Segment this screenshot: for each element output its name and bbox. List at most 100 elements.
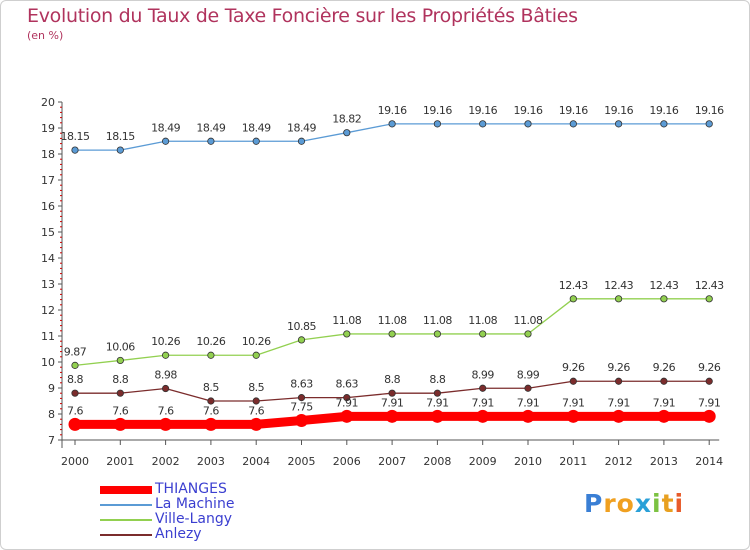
data-point-thianges [566, 409, 580, 423]
data-label-anlezy: 9.26 [562, 361, 585, 374]
data-label-la-machine: 18.15 [106, 130, 135, 143]
x-tick-label: 2013 [650, 455, 678, 468]
data-point-ville-langy [162, 351, 170, 359]
y-tick-label: 11 [41, 330, 55, 343]
data-point-thianges [68, 417, 82, 431]
data-point-thianges [521, 409, 535, 423]
data-label-ville-langy: 12.43 [649, 279, 678, 292]
data-label-anlezy: 8.99 [517, 368, 540, 381]
y-tick-label: 12 [41, 304, 55, 317]
data-point-la-machine [660, 120, 668, 128]
data-label-thianges: 7.91 [607, 396, 630, 409]
logo-letter: t [661, 489, 675, 518]
data-label-thianges: 7.6 [158, 404, 174, 417]
data-label-ville-langy: 10.06 [106, 340, 135, 353]
data-point-thianges [295, 414, 308, 427]
data-label-la-machine: 19.16 [423, 104, 452, 117]
data-point-la-machine [569, 120, 577, 128]
legend-label: THIANGES [155, 481, 227, 497]
logo-letter: i [674, 489, 685, 518]
chart-title: Evolution du Taux de Taxe Foncière sur l… [27, 5, 578, 27]
data-point-ville-langy [252, 351, 260, 359]
data-point-la-machine [297, 137, 306, 145]
legend-swatch [100, 519, 152, 521]
data-point-anlezy [71, 389, 79, 397]
data-label-la-machine: 19.16 [468, 104, 497, 117]
data-label-thianges: 7.75 [290, 401, 313, 414]
data-point-thianges [340, 409, 354, 423]
x-tick-label: 2005 [288, 455, 316, 468]
data-point-thianges [476, 409, 490, 423]
data-label-ville-langy: 11.08 [423, 314, 452, 327]
data-label-la-machine: 18.82 [332, 113, 361, 126]
data-point-anlezy [705, 377, 713, 385]
data-label-la-machine: 18.49 [287, 121, 316, 134]
data-label-anlezy: 8.5 [248, 381, 264, 394]
data-label-la-machine: 18.15 [61, 130, 90, 143]
y-tick-label: 14 [41, 252, 55, 265]
y-tick-label: 13 [41, 278, 55, 291]
data-point-thianges [159, 417, 173, 431]
x-tick-label: 2001 [106, 455, 134, 468]
data-label-anlezy: 8.8 [429, 373, 445, 386]
x-tick-label: 2009 [469, 455, 497, 468]
data-point-ville-langy [524, 330, 532, 338]
legend-label: Ville-Langy [155, 511, 233, 527]
data-label-anlezy: 8.8 [384, 373, 400, 386]
data-label-la-machine: 19.16 [514, 104, 543, 117]
data-label-ville-langy: 12.43 [695, 279, 724, 292]
data-label-ville-langy: 10.26 [196, 335, 225, 348]
data-point-la-machine [705, 120, 713, 128]
data-point-ville-langy [207, 351, 215, 359]
data-point-ville-langy [433, 330, 441, 338]
data-point-anlezy [433, 389, 441, 397]
data-point-thianges [657, 409, 671, 423]
data-label-la-machine: 19.16 [649, 104, 678, 117]
data-label-la-machine: 19.16 [378, 104, 407, 117]
data-label-thianges: 7.91 [381, 396, 404, 409]
data-point-ville-langy [71, 361, 79, 369]
data-label-ville-langy: 11.08 [514, 314, 543, 327]
y-tick-label: 7 [48, 434, 55, 447]
data-label-ville-langy: 9.87 [64, 345, 87, 358]
data-label-anlezy: 8.98 [154, 369, 177, 382]
data-point-la-machine [343, 129, 351, 137]
logo-letter: i [652, 489, 662, 518]
data-label-la-machine: 18.49 [196, 121, 225, 134]
data-label-anlezy: 8.63 [290, 378, 313, 391]
data-label-ville-langy: 11.08 [468, 314, 497, 327]
data-label-la-machine: 18.49 [151, 121, 180, 134]
data-point-anlezy [479, 384, 487, 392]
logo-letter: r [603, 489, 617, 518]
data-label-la-machine: 19.16 [695, 104, 724, 117]
data-point-anlezy [207, 397, 215, 405]
data-label-thianges: 7.91 [426, 396, 449, 409]
data-point-anlezy [660, 377, 668, 385]
y-tick-label: 16 [41, 200, 55, 213]
data-point-ville-langy [614, 295, 623, 303]
proxiti-logo: Proxiti [584, 489, 684, 518]
legend-label: Anlezy [155, 526, 202, 542]
data-label-anlezy: 8.8 [67, 373, 83, 386]
y-tick-label: 17 [41, 174, 55, 187]
data-label-anlezy: 9.26 [653, 361, 676, 374]
data-label-anlezy: 8.99 [471, 368, 494, 381]
data-label-thianges: 7.6 [112, 404, 128, 417]
x-tick-label: 2014 [695, 455, 723, 468]
y-tick-label: 10 [41, 356, 55, 369]
data-point-la-machine [207, 137, 215, 145]
data-point-ville-langy [660, 295, 668, 303]
x-tick-label: 2008 [423, 455, 451, 468]
y-tick-label: 18 [41, 148, 55, 161]
logo-letter: o [616, 489, 635, 518]
x-tick-label: 2007 [378, 455, 406, 468]
legend-swatch [100, 534, 152, 536]
data-point-la-machine [524, 120, 532, 128]
data-point-thianges [249, 417, 263, 431]
data-point-la-machine [162, 137, 170, 145]
data-point-thianges [113, 417, 127, 431]
data-label-la-machine: 19.16 [604, 104, 633, 117]
data-point-thianges [612, 409, 626, 423]
data-point-la-machine [479, 120, 487, 128]
